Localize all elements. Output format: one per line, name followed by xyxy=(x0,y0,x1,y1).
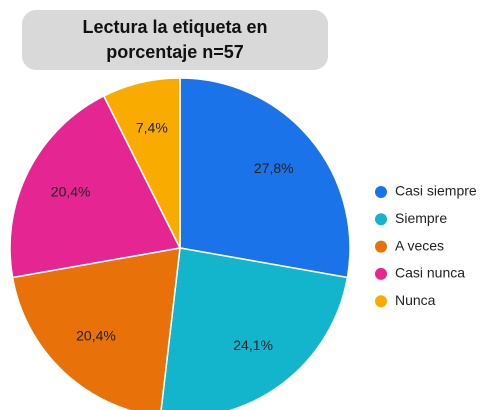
pie-slice xyxy=(160,247,349,410)
legend-swatch xyxy=(375,213,387,226)
legend-label: A veces xyxy=(395,237,444,253)
legend-label: Siempre xyxy=(395,210,447,226)
legend-swatch xyxy=(375,186,387,198)
chart-title: Lectura la etiqueta en porcentaje n=57 xyxy=(82,17,268,62)
slice-label: 27,8% xyxy=(254,160,294,176)
legend-swatch xyxy=(375,267,387,280)
legend-swatch xyxy=(375,295,387,308)
pie-slice xyxy=(9,95,182,279)
pie-slice xyxy=(179,77,351,279)
pie-slice xyxy=(102,77,181,249)
slice-label: 24,1% xyxy=(233,337,273,353)
slice-label: 20,4% xyxy=(51,184,91,200)
legend-label: Casi nunca xyxy=(395,265,465,281)
legend-label: Casi siempre xyxy=(395,183,477,199)
slice-label: 7,4% xyxy=(136,120,168,136)
title-box: Lectura la etiqueta en porcentaje n=57 xyxy=(22,10,328,70)
legend-swatch xyxy=(375,240,387,253)
slice-label: 20,4% xyxy=(76,328,116,344)
legend-label: Nunca xyxy=(395,292,436,308)
pie-slice xyxy=(11,247,181,410)
